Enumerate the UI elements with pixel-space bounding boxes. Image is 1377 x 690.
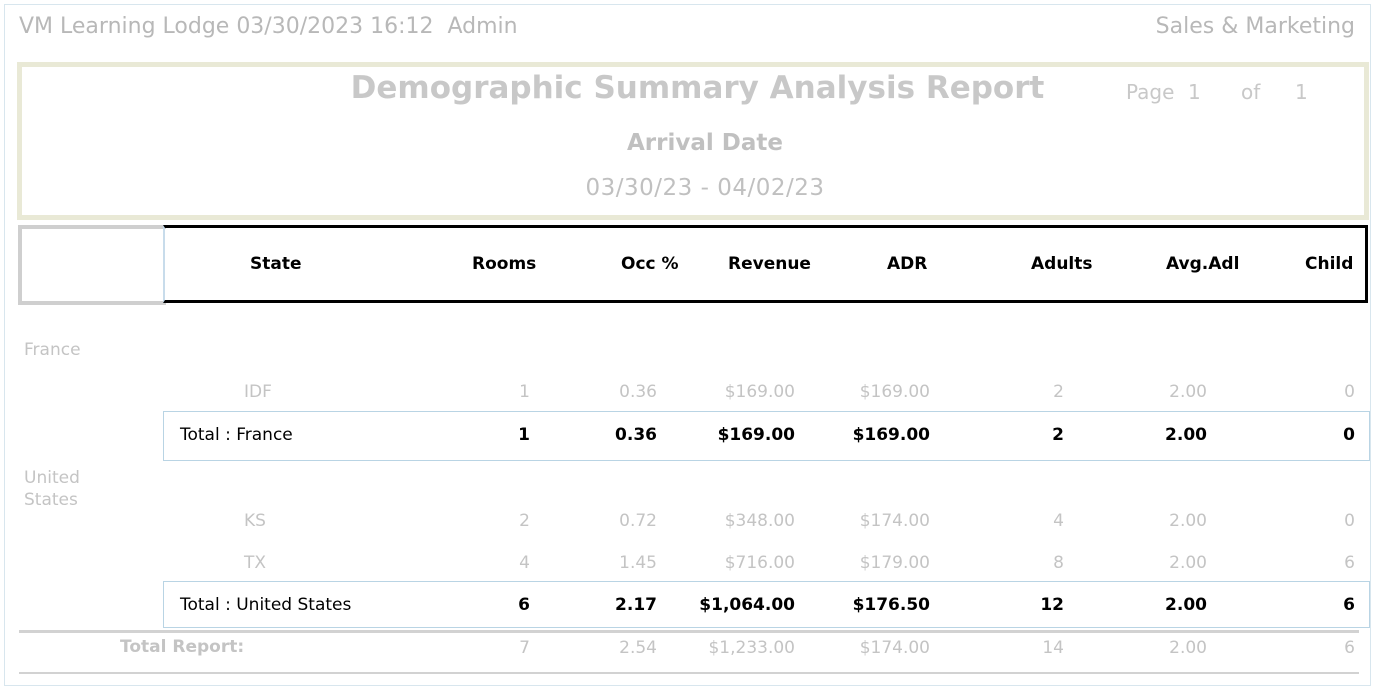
- total-occ: 0.36: [615, 425, 657, 445]
- col-header-rooms: Rooms: [472, 254, 537, 274]
- cell-state: KS: [244, 511, 266, 531]
- group-total-row: [163, 581, 1370, 628]
- col-header-revenue: Revenue: [728, 254, 811, 274]
- cell-adr: $174.00: [859, 511, 930, 531]
- cell-state: TX: [244, 553, 267, 573]
- cell-avgadl: 2.00: [1169, 553, 1207, 573]
- col-header-adr: ADR: [887, 254, 928, 274]
- page-total: 1: [1295, 80, 1308, 104]
- group-country-france: France: [24, 340, 81, 360]
- total-rooms: 1: [518, 425, 530, 445]
- grand-total-divider-top: [19, 630, 1359, 633]
- col-header-child: Child: [1305, 254, 1354, 274]
- cell-revenue: $716.00: [724, 553, 795, 573]
- table-header-spacer: [18, 225, 166, 305]
- cell-occ: 0.72: [619, 511, 657, 531]
- total-adr: $176.50: [852, 595, 930, 615]
- of-label: of: [1241, 80, 1261, 104]
- grand-total-divider-bottom: [19, 672, 1359, 674]
- report-title-box: [17, 62, 1369, 220]
- cell-child: 0: [1344, 511, 1355, 531]
- total-adults: 12: [1040, 595, 1064, 615]
- total-label: Total : United States: [180, 595, 352, 615]
- total-revenue: $1,064.00: [699, 595, 795, 615]
- cell-rooms: 1: [519, 382, 530, 402]
- grand-rooms: 7: [519, 638, 530, 658]
- total-rooms: 6: [518, 595, 530, 615]
- cell-revenue: $169.00: [724, 382, 795, 402]
- cell-occ: 1.45: [619, 553, 657, 573]
- total-occ: 2.17: [615, 595, 657, 615]
- total-label: Total : France: [180, 425, 293, 445]
- page-label: Page: [1126, 80, 1175, 104]
- col-header-state: State: [250, 254, 302, 274]
- grand-avgadl: 2.00: [1169, 638, 1207, 658]
- total-avgadl: 2.00: [1165, 595, 1207, 615]
- cell-adr: $179.00: [859, 553, 930, 573]
- grand-adr: $174.00: [859, 638, 930, 658]
- col-header-adults: Adults: [1031, 254, 1093, 274]
- cell-adr: $169.00: [859, 382, 930, 402]
- cell-revenue: $348.00: [724, 511, 795, 531]
- table-header: [163, 225, 1368, 303]
- page-number: 1: [1188, 80, 1201, 104]
- report-subtitle: Arrival Date: [627, 130, 783, 156]
- header-property-info: VM Learning Lodge 03/30/2023 16:12 Admin: [19, 14, 518, 39]
- col-header-occ: Occ %: [621, 254, 679, 274]
- cell-rooms: 4: [519, 553, 530, 573]
- grand-revenue: $1,233.00: [708, 638, 795, 658]
- total-adults: 2: [1052, 425, 1064, 445]
- report-frame: [4, 4, 1371, 686]
- total-revenue: $169.00: [717, 425, 795, 445]
- report-title: Demographic Summary Analysis Report: [350, 70, 1045, 106]
- cell-child: 0: [1344, 382, 1355, 402]
- grand-adults: 14: [1042, 638, 1064, 658]
- cell-state: IDF: [244, 382, 272, 402]
- total-adr: $169.00: [852, 425, 930, 445]
- total-child: 0: [1343, 425, 1355, 445]
- grand-child: 6: [1344, 638, 1355, 658]
- group-total-row: [163, 411, 1370, 461]
- cell-adults: 4: [1053, 511, 1064, 531]
- cell-rooms: 2: [519, 511, 530, 531]
- col-header-avgadl: Avg.Adl: [1166, 254, 1240, 274]
- group-country-united-states: United States: [24, 468, 80, 510]
- cell-avgadl: 2.00: [1169, 511, 1207, 531]
- cell-child: 6: [1344, 553, 1355, 573]
- report-date-range: 03/30/23 - 04/02/23: [585, 175, 825, 201]
- cell-occ: 0.36: [619, 382, 657, 402]
- cell-avgadl: 2.00: [1169, 382, 1207, 402]
- total-child: 6: [1343, 595, 1355, 615]
- grand-total-label: Total Report:: [120, 637, 245, 657]
- cell-adults: 8: [1053, 553, 1064, 573]
- total-avgadl: 2.00: [1165, 425, 1207, 445]
- grand-occ: 2.54: [619, 638, 657, 658]
- cell-adults: 2: [1053, 382, 1064, 402]
- header-module-name: Sales & Marketing: [1155, 14, 1355, 39]
